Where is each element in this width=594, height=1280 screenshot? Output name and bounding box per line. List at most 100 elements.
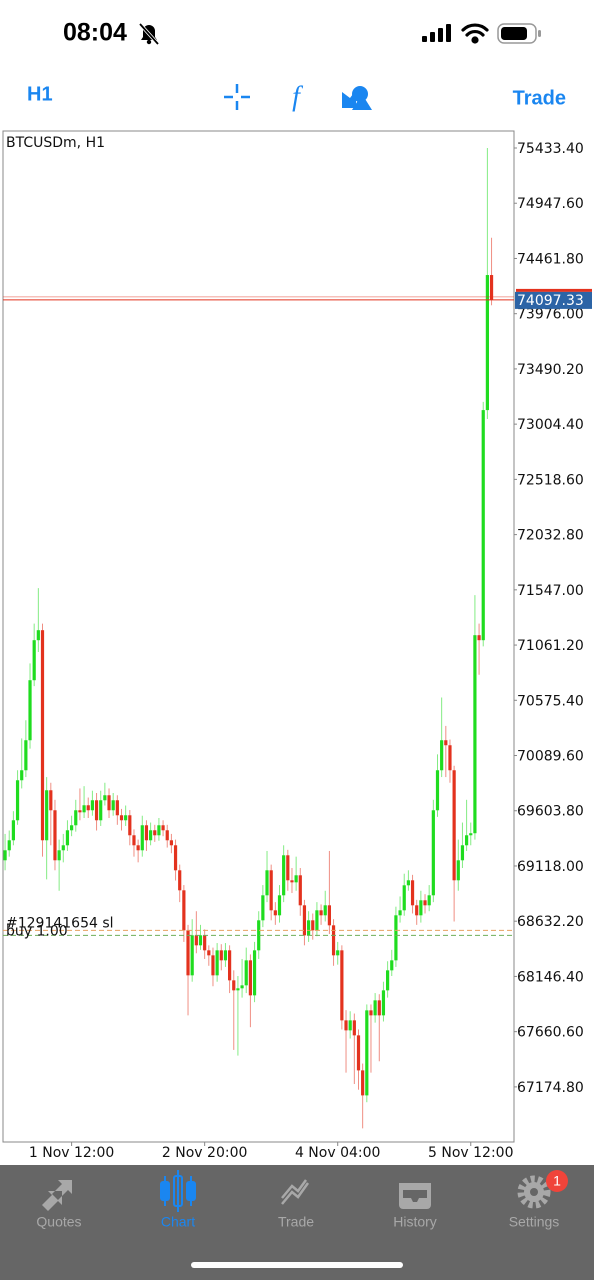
tab-label: Settings	[509, 1214, 560, 1230]
candle-body	[282, 855, 286, 896]
price-marker	[516, 288, 592, 292]
indicators-button[interactable]: f	[292, 81, 303, 112]
candle-body	[319, 910, 323, 916]
candle-body	[57, 850, 61, 861]
candle-body	[452, 770, 456, 881]
candle-body	[203, 935, 207, 951]
candle-body	[115, 800, 119, 816]
candle-body	[269, 870, 273, 911]
candle-body	[473, 635, 477, 834]
candle-body	[381, 990, 386, 1016]
candle-body	[435, 770, 440, 811]
clock: 08:04	[63, 19, 127, 47]
tab[interactable]: Settings	[509, 1175, 560, 1230]
order-label: #129141654 sl	[6, 915, 114, 931]
tab-label: Quotes	[36, 1214, 81, 1230]
y-tick-label: 68632.20	[517, 914, 584, 930]
candle-body	[406, 880, 410, 886]
y-tick-label: 70089.60	[517, 749, 584, 765]
trade-button[interactable]: Trade	[513, 87, 566, 109]
candle-body	[40, 630, 45, 841]
candle-body	[377, 1000, 381, 1016]
timeframe-button[interactable]: H1	[27, 83, 53, 105]
tab-icon	[530, 1188, 538, 1196]
candle-body	[223, 950, 228, 961]
y-tick-label: 74461.80	[517, 251, 584, 267]
candle-body	[36, 630, 40, 641]
candle-body	[386, 970, 390, 991]
candle-body	[311, 920, 315, 931]
wifi-icon	[461, 23, 489, 44]
tab-label: Chart	[161, 1214, 195, 1230]
tab[interactable]: Trade	[278, 1179, 314, 1230]
badge-count: 1	[553, 1173, 561, 1189]
candle-body	[415, 905, 419, 916]
y-tick-label: 75433.40	[517, 141, 584, 157]
candle-body	[32, 640, 36, 681]
candle-body	[302, 905, 307, 936]
candle-body	[111, 800, 115, 811]
y-tick-label: 71061.20	[517, 638, 584, 654]
objects-button[interactable]	[342, 86, 372, 110]
x-tick-label: 5 Nov 12:00	[428, 1145, 513, 1161]
y-tick-label: 71547.00	[517, 583, 584, 599]
candle-body	[390, 960, 394, 971]
candle-body	[489, 275, 494, 300]
candle-body	[178, 870, 182, 891]
tab-icon	[160, 1181, 170, 1201]
y-tick-label: 73004.40	[517, 417, 584, 433]
candle-body	[365, 1010, 369, 1096]
y-tick-label: 72518.60	[517, 472, 584, 488]
candle-body	[207, 950, 211, 956]
candle-body	[261, 895, 265, 921]
candle-body	[419, 900, 423, 916]
candle-body	[190, 935, 194, 976]
badge	[546, 1170, 568, 1192]
candle-body	[331, 925, 336, 956]
candle-body	[232, 980, 236, 991]
candle-body	[20, 770, 24, 781]
candle-body	[186, 930, 190, 976]
candle-body	[307, 920, 311, 936]
chart-title: BTCUSDm, H1	[6, 135, 105, 151]
candle-body	[211, 955, 215, 976]
candle-body	[485, 275, 489, 411]
candle-body	[136, 845, 140, 851]
tab-icon	[399, 1183, 431, 1209]
candle-body	[352, 1020, 356, 1036]
y-tick-label: 74947.60	[517, 196, 584, 212]
candle-body	[24, 740, 28, 771]
tab[interactable]: Chart	[160, 1170, 196, 1230]
candle-body	[90, 800, 94, 811]
price-box	[515, 291, 592, 309]
candle-body	[215, 950, 219, 976]
candle-body	[228, 950, 232, 981]
x-tick-label: 2 Nov 20:00	[162, 1145, 247, 1161]
tab[interactable]: Quotes	[36, 1180, 82, 1230]
candle-body	[65, 830, 70, 846]
candle-body	[198, 935, 203, 946]
candle-body	[94, 800, 99, 821]
candle-body	[219, 950, 223, 961]
candle-body	[286, 855, 290, 881]
candle-body	[431, 810, 435, 896]
mute-icon	[138, 22, 160, 46]
candle-body	[344, 1020, 348, 1031]
candle-body	[161, 825, 165, 831]
tab[interactable]: History	[393, 1183, 437, 1230]
candle-body	[144, 825, 149, 841]
candle-body	[427, 895, 431, 906]
candle-body	[7, 840, 11, 851]
candle-body	[481, 410, 485, 641]
y-tick-label: 69603.80	[517, 804, 584, 820]
candle-body	[315, 910, 319, 931]
candle-body	[248, 960, 252, 996]
candle-body	[61, 845, 65, 851]
candle-body	[252, 950, 257, 996]
candle-body	[410, 880, 415, 906]
tab-label: Trade	[278, 1214, 314, 1230]
signal-icon	[422, 24, 451, 42]
crosshair-button[interactable]	[224, 84, 250, 110]
